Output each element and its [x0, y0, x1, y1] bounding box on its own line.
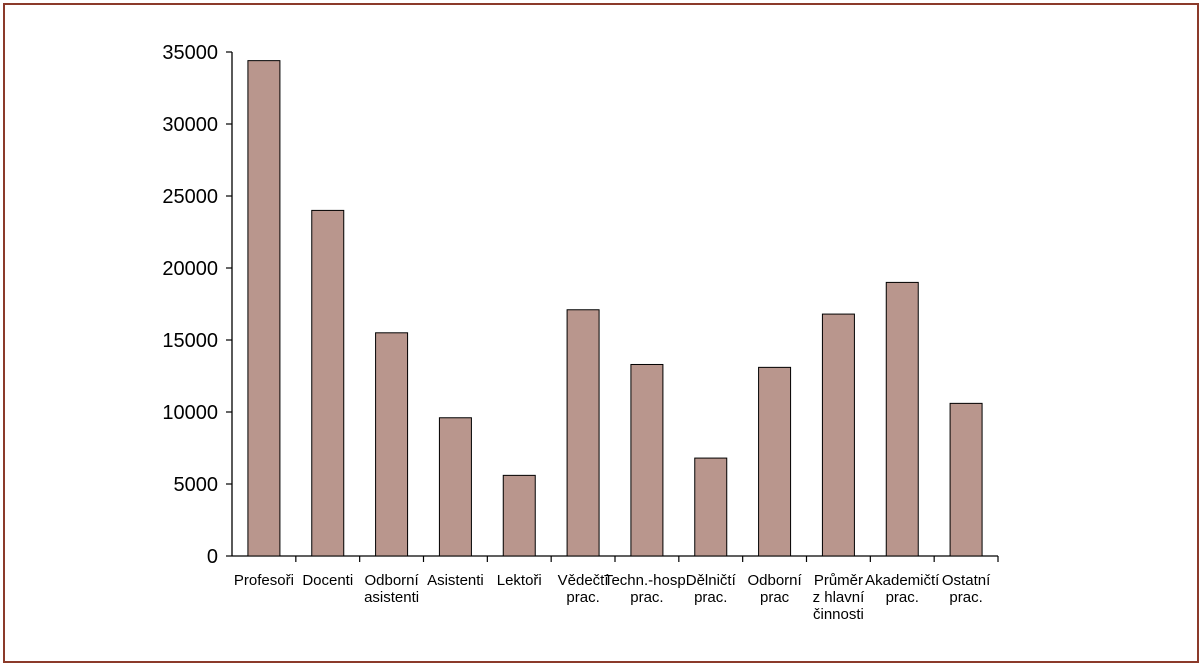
- x-axis-ticks: Profesoři Docenti Odborní asistenti Asistent…: [234, 556, 999, 623]
- bar: [694, 457, 728, 557]
- y-tick-label: 25000: [162, 186, 218, 208]
- x-tick-label: Lektoři: [497, 572, 542, 589]
- bar: [375, 332, 409, 557]
- y-tick-label: 15000: [162, 330, 218, 352]
- x-tick-label: Akademičtí prac.: [865, 572, 940, 606]
- bar: [885, 281, 919, 557]
- chart-axes: [231, 52, 998, 557]
- y-tick-label: 0: [207, 546, 218, 568]
- bar: [949, 402, 983, 557]
- x-tick-label: Vědečtí prac.: [558, 572, 610, 606]
- bar-chart: 0 5000 10000 15000 20000 25000 30000 35000 Prof…: [162, 42, 999, 623]
- x-tick-label: Dělničtí prac.: [686, 572, 737, 606]
- x-tick-label: Odborní asistenti: [364, 572, 419, 606]
- x-tick-label: Techn.-hosp. prac.: [604, 572, 690, 606]
- x-tick-label: Průměr z hlavní činnosti: [813, 572, 866, 623]
- x-tick-label: Ostatní prac.: [942, 572, 991, 606]
- x-tick-label: Docenti: [302, 572, 353, 589]
- y-tick-label: 20000: [162, 258, 218, 280]
- bar: [566, 309, 600, 557]
- bar: [630, 363, 664, 557]
- bar: [821, 313, 855, 557]
- bar: [758, 366, 792, 557]
- y-tick-label: 5000: [174, 474, 219, 496]
- bar: [438, 417, 472, 557]
- bar: [247, 60, 281, 557]
- bar: [502, 474, 536, 557]
- y-tick-label: 35000: [162, 42, 218, 64]
- y-tick-label: 10000: [162, 402, 218, 424]
- x-tick-label: Odborní prac: [747, 572, 802, 606]
- bar: [311, 209, 345, 557]
- y-tick-label: 30000: [162, 114, 218, 136]
- y-axis-ticks: 0 5000 10000 15000 20000 25000 30000 35000: [162, 42, 232, 568]
- x-tick-label: Profesoři: [234, 572, 294, 589]
- chart-bars: [247, 60, 983, 557]
- chart-frame: [3, 3, 1199, 663]
- x-tick-label: Asistenti: [427, 572, 484, 589]
